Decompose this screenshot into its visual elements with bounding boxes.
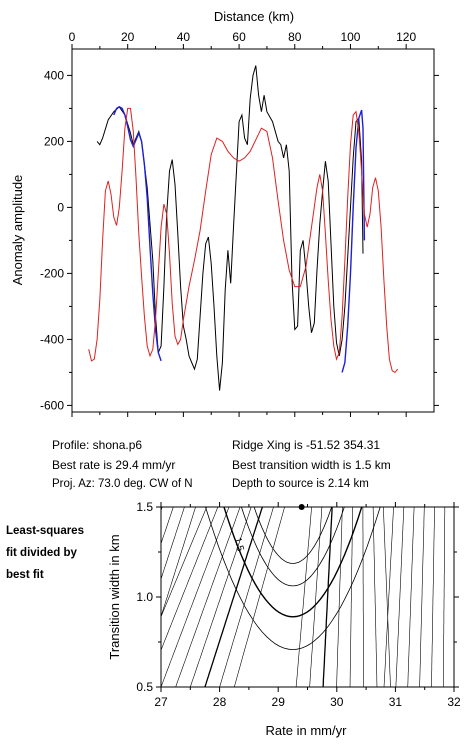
y-tick-label: 400 [44, 68, 64, 82]
bottom-y-axis-label: Transition width in km [107, 534, 122, 659]
info-depth: Depth to source is 2.14 km [232, 478, 369, 490]
best-fit-marker [298, 504, 305, 510]
y-tick-label: 0 [57, 200, 64, 214]
bottom-x-axis-label: Rate in mm/yr [266, 723, 348, 738]
side-label-line-3: best fit [6, 569, 44, 581]
contour-line [190, 507, 343, 687]
x-tick-label: 120 [396, 30, 416, 44]
x-tick-label: 80 [288, 30, 302, 44]
contour-line [443, 507, 446, 687]
contour-line-inner [205, 507, 381, 651]
x-tick-label: 100 [340, 30, 360, 44]
contour-line [219, 507, 323, 687]
y-tick-label: 200 [44, 134, 64, 148]
contour-line-inner [223, 507, 363, 618]
contour-line [161, 507, 378, 687]
bottom-x-tick-label: 27 [154, 695, 168, 709]
top-chart: Distance (km) Anomaly amplitude 0 20 40 60 8… [10, 9, 439, 417]
bottom-x-tick-label: 30 [330, 695, 344, 709]
x-tick-label: 60 [232, 30, 246, 44]
contour-line [161, 507, 364, 687]
observed-profile-line [96, 65, 364, 391]
top-y-axis-label: Anomaly amplitude [10, 175, 25, 286]
top-x-axis-label: Distance (km) [214, 9, 294, 24]
side-label-line-1: Least-squares [6, 525, 84, 537]
contour-line [161, 507, 405, 687]
y-tick-label: -200 [40, 266, 64, 280]
info-ridge-xing: Ridge Xing is -51.52 354.31 [232, 438, 381, 452]
x-tick-label: 20 [121, 30, 135, 44]
bottom-x-tick-label: 32 [447, 695, 461, 709]
contour-line [234, 507, 312, 687]
bottom-y-tick-label: 1.5 [136, 500, 153, 514]
info-best-transition: Best transition width is 1.5 km [232, 458, 391, 472]
contour-line [204, 507, 333, 687]
info-profile: Profile: shona.p6 [52, 438, 143, 452]
top-plot-frame [71, 48, 435, 413]
fitted-segment-line [341, 109, 366, 373]
contour-line [23, 507, 467, 687]
bottom-x-tick-label: 29 [272, 695, 286, 709]
fitted-segment-line [113, 105, 162, 362]
bottom-chart: 27 28 29 30 31 320.51.01.5 1.5 Rate in mm/yr … [23, 500, 467, 738]
y-tick-label: -600 [40, 398, 64, 412]
contour-line [431, 507, 435, 687]
bottom-y-tick-label: 1.0 [136, 590, 153, 604]
model-anomaly-line [88, 107, 399, 374]
side-label: Least-squares fit divided by best fit [6, 520, 84, 586]
contour-line-inner [253, 507, 332, 564]
contour-line [161, 507, 415, 687]
contour-label: 1.5 [231, 536, 245, 553]
side-label-line-2: fit divided by [6, 547, 77, 559]
y-tick-label: -400 [40, 332, 64, 346]
bottom-plot-frame [160, 506, 455, 688]
info-best-rate: Best rate is 29.4 mm/yr [52, 458, 176, 472]
bottom-x-tick-label: 31 [389, 695, 403, 709]
contour-line [161, 507, 425, 687]
contour-line [161, 507, 391, 687]
bottom-y-tick-label: 0.5 [136, 680, 153, 694]
bottom-x-tick-label: 28 [213, 695, 227, 709]
contour-line [161, 507, 394, 687]
x-tick-label: 40 [177, 30, 191, 44]
info-proj-az: Proj. Az: 73.0 deg. CW of N [52, 478, 193, 490]
x-tick-label: 0 [69, 30, 76, 44]
contour-line-inner [241, 507, 345, 587]
